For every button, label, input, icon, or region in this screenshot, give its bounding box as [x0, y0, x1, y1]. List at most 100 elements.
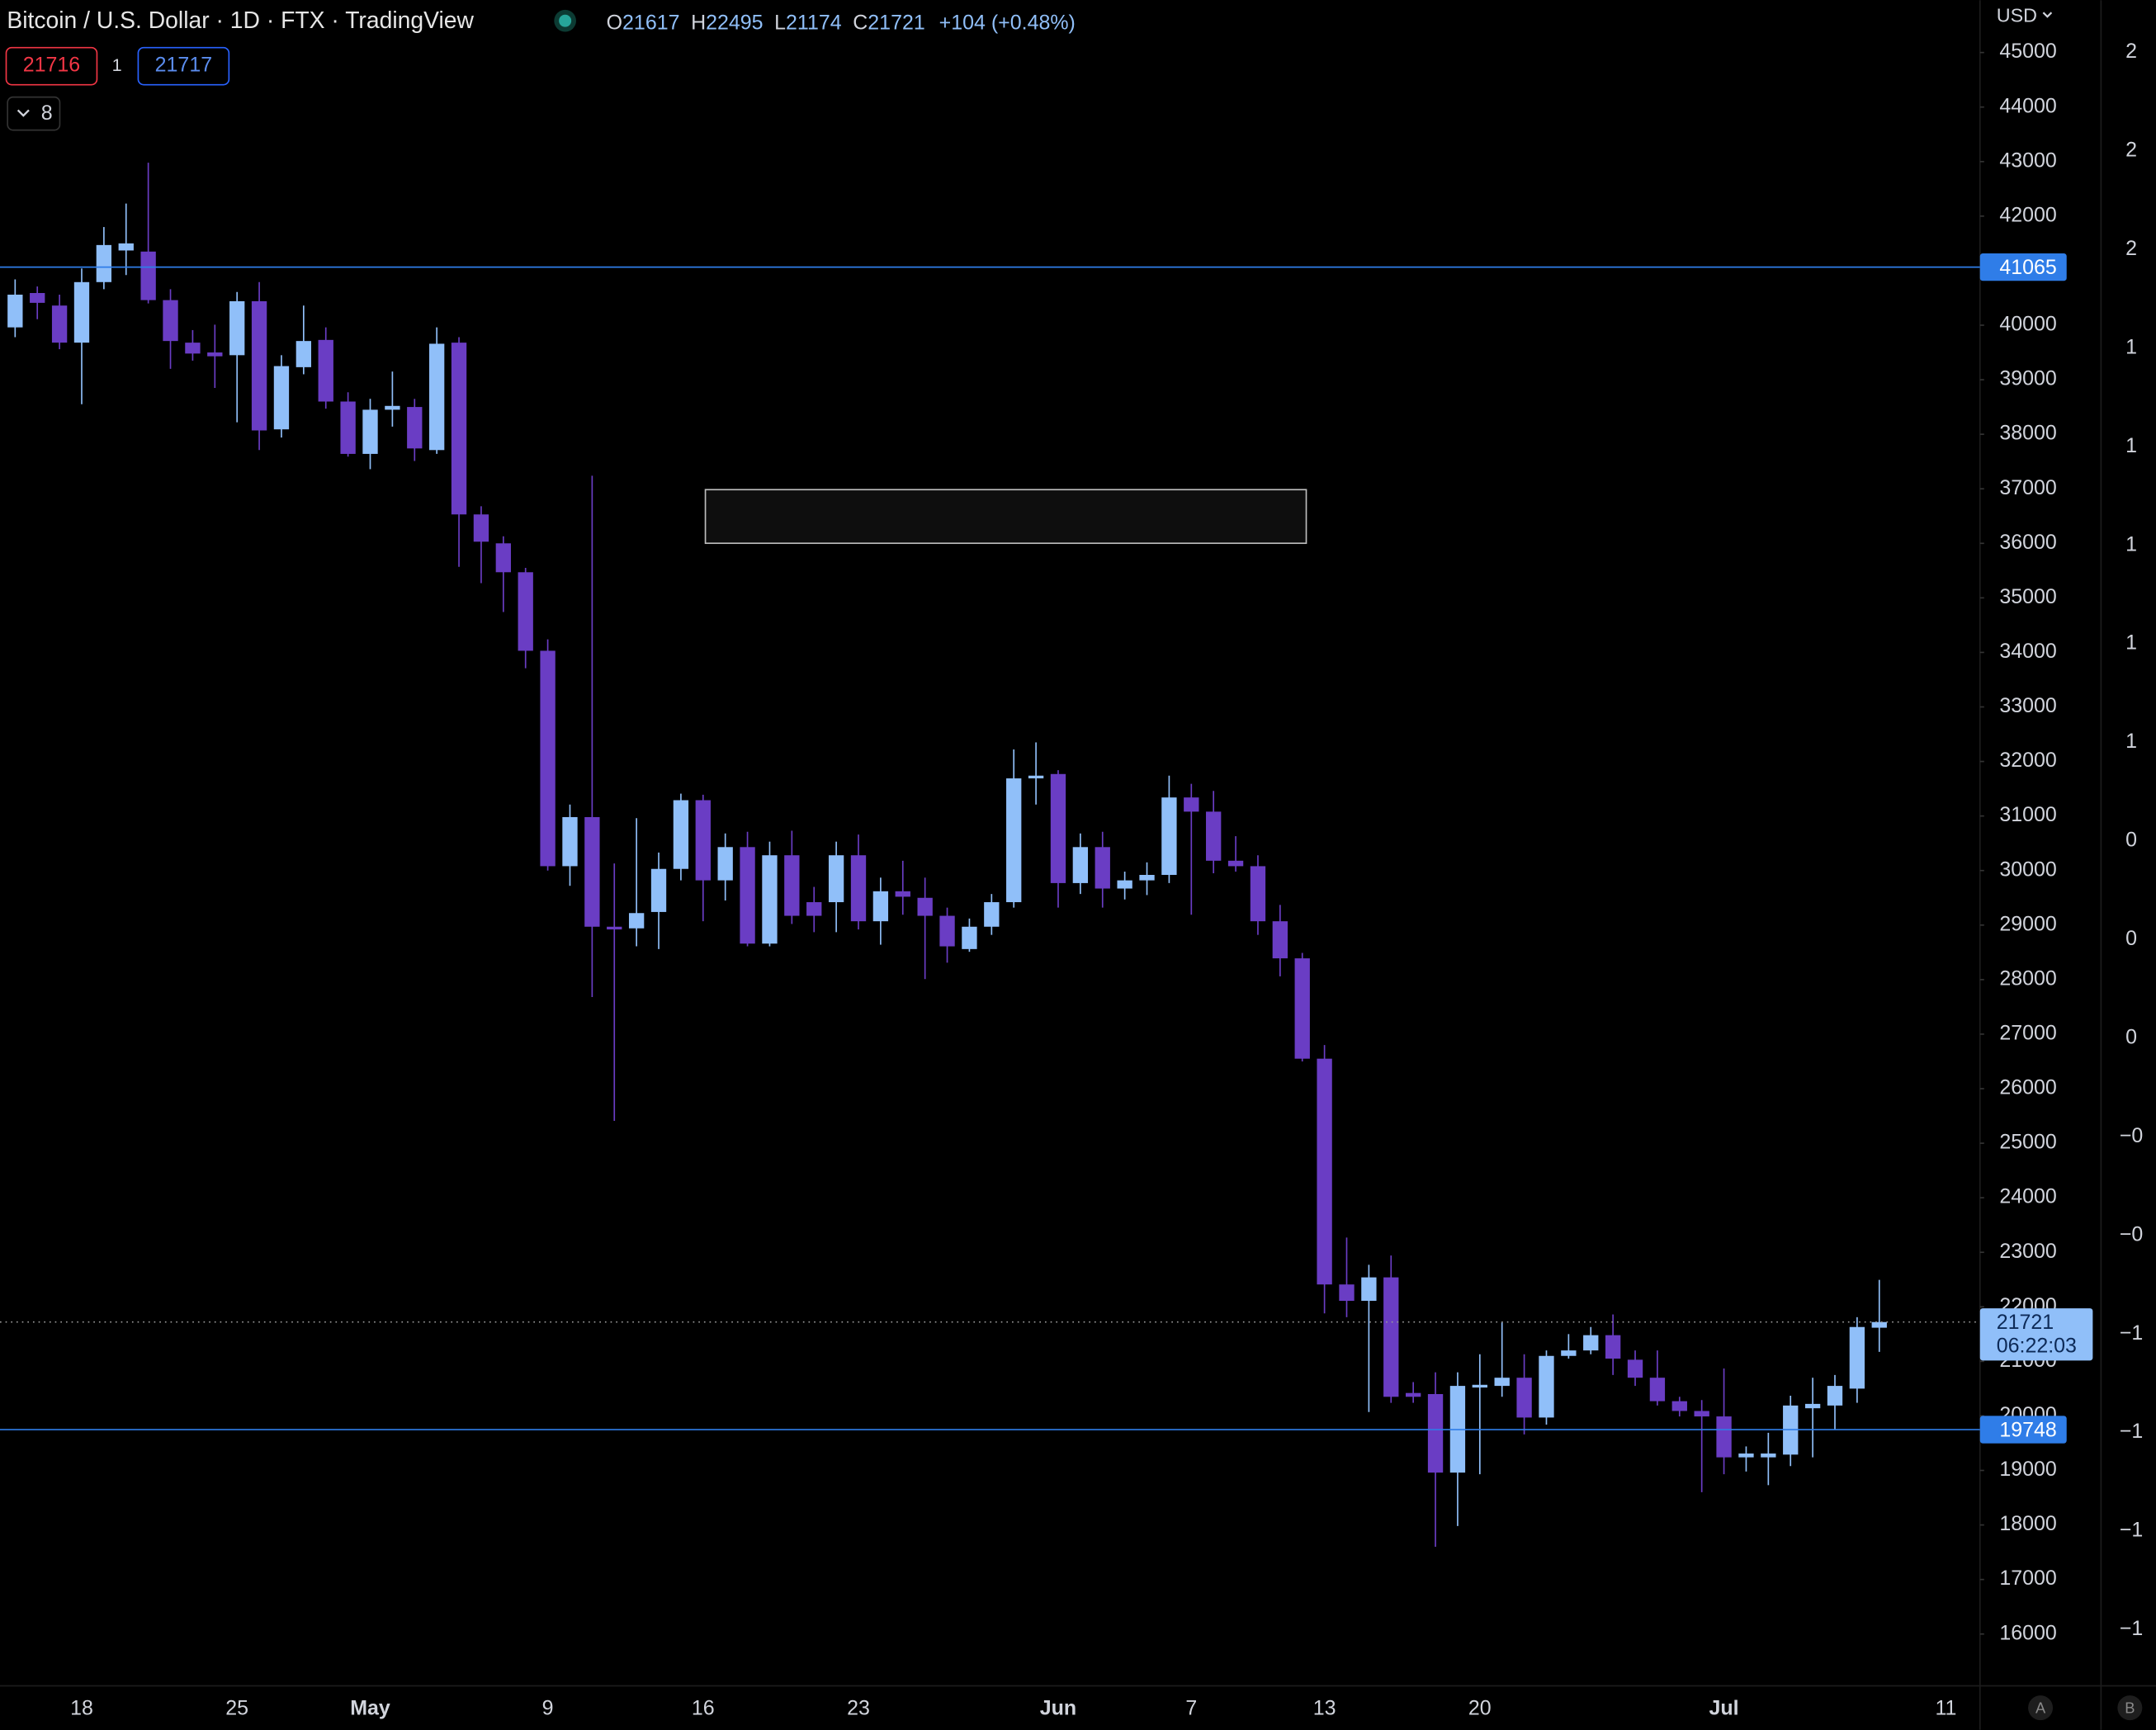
candle-body: [1605, 1335, 1621, 1359]
y-tick-label: 39000: [1999, 367, 2056, 390]
y-tick-label: 43000: [1999, 149, 2056, 172]
candle-body: [185, 343, 201, 354]
candle-body: [1494, 1378, 1510, 1387]
price-tag-label: 41065: [1999, 256, 2056, 279]
y-tick-label: 44000: [1999, 94, 2056, 117]
candle-body: [650, 868, 667, 912]
candle-body: [1804, 1403, 1821, 1409]
candle-body: [495, 543, 511, 573]
scale-button-bg: [2028, 1695, 2054, 1721]
header: Bitcoin / U.S. Dollar · 1D · FTX · Tradi…: [7, 7, 474, 33]
ohlc-value: 21617: [622, 11, 679, 34]
sell-price: 21716: [23, 54, 80, 77]
candle-body: [1738, 1453, 1754, 1458]
candle-body: [1250, 866, 1266, 922]
candle-body: [850, 855, 867, 922]
y-tick-label: 27000: [1999, 1022, 2056, 1045]
candle-body: [1561, 1350, 1577, 1356]
y-tick-label: 32000: [1999, 749, 2056, 772]
candle-body: [1871, 1321, 1887, 1328]
buy-button[interactable]: [137, 46, 230, 86]
candle-body: [518, 572, 533, 651]
candle-body: [673, 800, 689, 869]
candle-body: [917, 897, 933, 916]
candle-body: [1472, 1384, 1487, 1388]
indicators-toggle[interactable]: [7, 96, 61, 131]
candle-body: [806, 902, 822, 916]
candle-body: [762, 855, 778, 944]
candle-body: [1583, 1335, 1599, 1351]
secondary-scale-label: 2: [2125, 139, 2137, 162]
candle-body: [1849, 1326, 1865, 1389]
chevron-icon: [2042, 12, 2053, 18]
candle-body: [1206, 811, 1222, 861]
candle-body: [385, 405, 400, 410]
plot-area: 1600017000180001900020000210002200023000…: [0, 40, 2143, 1719]
candle-body: [1272, 921, 1288, 959]
price-tag: [1979, 253, 2067, 281]
status-dot: [559, 14, 572, 27]
y-tick-label: 18000: [1999, 1512, 2056, 1535]
candle-body: [562, 816, 578, 867]
y-tick-label: 38000: [1999, 422, 2056, 445]
ohlc-value: 21174: [786, 11, 842, 34]
candle-body: [1827, 1386, 1843, 1406]
scale-button-bg: [2117, 1695, 2143, 1721]
candle-body: [473, 514, 489, 542]
sell-button[interactable]: [5, 46, 98, 86]
candle-body: [273, 366, 290, 430]
candle-body: [962, 926, 977, 949]
candle-body: [1694, 1411, 1709, 1417]
y-tick-label: 31000: [1999, 803, 2056, 826]
candle-body: [1050, 773, 1066, 883]
secondary-scale-label: −1: [2120, 1519, 2143, 1542]
candle-body: [1294, 958, 1310, 1059]
candle-body: [607, 926, 622, 930]
candle-body: [1161, 797, 1177, 875]
x-tick-label: 25: [225, 1696, 248, 1719]
y-tick-label: 23000: [1999, 1240, 2056, 1263]
candle-body: [1539, 1355, 1554, 1418]
x-tick-label: 18: [70, 1696, 93, 1719]
ohlc-legend: O21617 H22495 L21174 C21721 +104 (+0.48%…: [607, 11, 1076, 34]
text-box-drawing[interactable]: [704, 489, 1307, 545]
candle-body: [1184, 797, 1199, 812]
secondary-scale-label: 1: [2125, 434, 2137, 457]
x-tick-label: 9: [542, 1696, 554, 1719]
last-price-label: 21721: [1997, 1311, 2054, 1334]
candle-body: [1028, 775, 1044, 779]
secondary-scale-label: 0: [2125, 927, 2137, 950]
indicators-count: 8: [41, 102, 53, 125]
candle-body: [1671, 1401, 1687, 1411]
candle-body: [362, 409, 378, 454]
price-tag-label: 19748: [1999, 1418, 2056, 1441]
candle-body: [73, 281, 90, 343]
scale-button[interactable]: B: [2125, 1699, 2135, 1717]
auto-scale-button[interactable]: A: [2035, 1699, 2046, 1717]
x-tick-label: 13: [1313, 1696, 1336, 1719]
x-tick-label: 7: [1185, 1696, 1197, 1719]
candle-body: [784, 855, 800, 916]
secondary-scale-label: −0: [2120, 1222, 2143, 1246]
candle-body: [1361, 1277, 1377, 1302]
y-tick-label: 25000: [1999, 1131, 2056, 1154]
price-tag: [1979, 1416, 2067, 1444]
candle-body: [872, 891, 889, 922]
ohlc-change: +104 (+0.48%): [939, 11, 1076, 34]
candle-body: [695, 800, 711, 881]
ohlc-label: C: [853, 11, 868, 34]
secondary-scale-label: 1: [2125, 335, 2137, 358]
candle-body: [1117, 880, 1132, 889]
candle-body: [1427, 1394, 1444, 1473]
y-tick-label: 45000: [1999, 40, 2056, 63]
candle-body: [51, 305, 68, 343]
currency-selector[interactable]: USD: [1997, 4, 2037, 26]
candle-body: [1649, 1378, 1666, 1401]
candle-body: [96, 244, 112, 282]
y-tick-label: 24000: [1999, 1185, 2056, 1208]
y-tick-label: 33000: [1999, 694, 2056, 717]
candle-body: [717, 847, 733, 881]
candle-body: [895, 891, 910, 897]
